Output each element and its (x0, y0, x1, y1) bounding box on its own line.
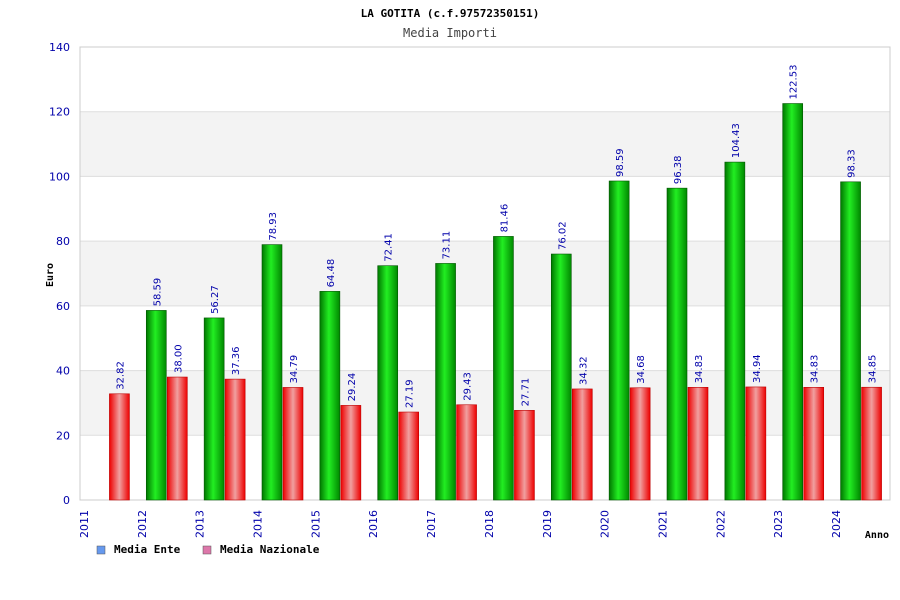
bar-media-nazionale-2021 (687, 387, 709, 501)
x-tick-label: 2020 (599, 510, 612, 538)
bar-media-nazionale-2023 (803, 387, 825, 501)
value-label: 122.53 (789, 65, 800, 100)
x-tick-label: 2018 (483, 510, 496, 538)
value-label: 78.93 (268, 212, 279, 241)
x-tick-label: 2024 (830, 510, 843, 538)
y-tick-label: 80 (56, 235, 70, 248)
y-tick-label: 60 (56, 300, 70, 313)
bar-media-nazionale-2013 (224, 378, 246, 501)
value-labels: 32.82 58.59 38.00 56.27 37.36 78.93 34.79 64.48… (115, 65, 878, 408)
x-tick-label: 2023 (772, 510, 785, 538)
y-tick-label: 100 (49, 170, 70, 183)
value-label: 27.71 (520, 378, 531, 407)
bar-media-ente-2024 (840, 181, 861, 501)
value-label: 72.41 (384, 233, 395, 262)
bar-media-ente-2015 (319, 291, 341, 501)
x-tick-label: 2012 (136, 510, 149, 538)
value-label: 34.68 (636, 355, 647, 384)
value-label: 34.32 (578, 356, 589, 385)
value-label: 56.27 (210, 285, 221, 314)
value-label: 64.48 (326, 259, 337, 288)
bar-media-ente-2020 (608, 180, 630, 501)
bar-media-nazionale-2019 (571, 388, 593, 501)
y-axis-label: Euro (45, 263, 56, 287)
value-label: 34.79 (289, 355, 300, 384)
bar-media-ente-2019 (550, 253, 572, 501)
value-label: 98.59 (615, 148, 626, 177)
bar-media-nazionale-2022 (745, 386, 767, 501)
bar-media-ente-2012 (145, 310, 167, 501)
y-tick-label: 20 (56, 429, 70, 442)
value-label: 38.00 (173, 344, 184, 373)
value-label: 37.36 (231, 346, 242, 375)
x-tick-label: 2019 (541, 510, 554, 538)
grid-bands (80, 111, 890, 436)
grid-band (80, 370, 890, 436)
value-label: 76.02 (557, 221, 568, 250)
bar-media-ente-2014 (261, 244, 283, 501)
legend-swatch-media-ente (96, 545, 106, 555)
bar-media-nazionale-2017 (456, 404, 477, 501)
value-label: 34.83 (810, 355, 821, 384)
legend-label-media-ente: Media Ente (114, 543, 181, 556)
x-axis-label: Anno (865, 530, 889, 541)
y-tick-label: 40 (56, 365, 70, 378)
legend: Media Ente Media Nazionale (96, 543, 320, 556)
legend-swatch-media-nazionale (202, 545, 212, 555)
x-tick-label: 2011 (78, 510, 91, 538)
x-tick-label: 2016 (367, 510, 380, 538)
value-label: 27.19 (405, 379, 416, 408)
value-label: 34.85 (868, 355, 879, 384)
x-tick-label: 2021 (657, 510, 670, 538)
bar-media-nazionale-2016 (398, 411, 420, 501)
value-label: 29.24 (347, 373, 358, 402)
bar-media-nazionale-2014 (282, 387, 304, 501)
grid-band (80, 111, 890, 177)
x-tick-label: 2015 (309, 510, 322, 538)
bar-media-ente-2013 (203, 317, 225, 501)
bar-media-ente-2022 (724, 161, 746, 501)
x-tick-label: 2017 (425, 510, 438, 538)
value-label: 29.43 (463, 372, 474, 401)
x-axis-ticks: 2011 2012 2013 2014 2015 2016 2017 2018 2019 2020… (78, 510, 843, 538)
bar-media-nazionale-2024 (861, 386, 882, 501)
value-label: 34.94 (752, 354, 763, 383)
bar-media-ente-2023 (782, 103, 804, 501)
y-tick-label: 120 (49, 106, 70, 119)
bar-media-nazionale-2015 (340, 405, 362, 501)
y-tick-label: 140 (49, 41, 70, 54)
x-tick-label: 2022 (714, 510, 727, 538)
bar-media-ente-2018 (493, 236, 514, 501)
bar-media-ente-2016 (377, 265, 399, 501)
value-label: 96.38 (673, 156, 684, 185)
bar-media-nazionale-2011 (109, 393, 130, 501)
legend-label-media-nazionale: Media Nazionale (220, 543, 320, 556)
x-tick-label: 2014 (252, 510, 265, 538)
bar-media-ente-2021 (666, 187, 688, 501)
value-label: 73.11 (442, 231, 453, 260)
value-label: 98.33 (847, 149, 858, 178)
bar-media-nazionale-2020 (629, 387, 651, 501)
bar-media-nazionale-2012 (166, 376, 188, 501)
chart-title: LA GOTITA (c.f.97572350151) (361, 7, 540, 20)
grid-band (80, 241, 890, 306)
value-label: 34.83 (694, 355, 705, 384)
bars (109, 103, 882, 501)
value-label: 58.59 (152, 278, 163, 307)
value-label: 81.46 (499, 204, 510, 233)
y-axis-ticks: 0 20 40 60 80 100 120 140 (49, 41, 70, 507)
y-tick-label: 0 (63, 494, 70, 507)
bar-media-ente-2017 (435, 263, 456, 501)
chart-subtitle: Media Importi (403, 26, 497, 40)
plot-area-border (79, 46, 891, 501)
x-tick-label: 2013 (194, 510, 207, 538)
value-label: 32.82 (115, 361, 126, 390)
bar-media-nazionale-2018 (514, 410, 535, 501)
value-label: 104.43 (731, 123, 742, 158)
